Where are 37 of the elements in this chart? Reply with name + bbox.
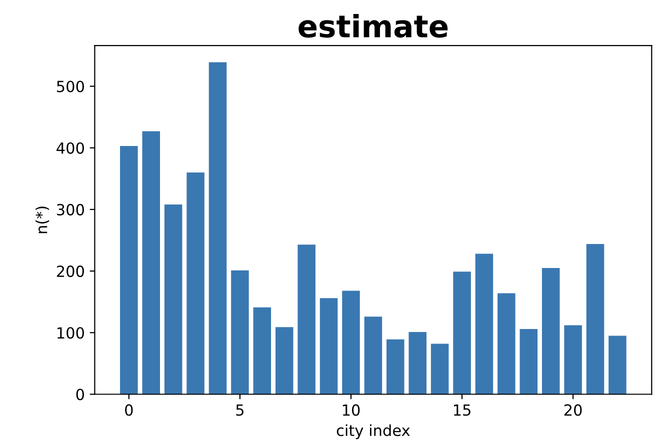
- bar: [475, 254, 494, 394]
- chart-title: estimate: [298, 14, 448, 38]
- bar: [120, 146, 138, 394]
- bar: [186, 172, 204, 394]
- bar: [520, 328, 538, 394]
- bar: [564, 325, 582, 394]
- bar: [142, 131, 160, 394]
- y-tick-label: 100: [58, 327, 84, 339]
- bar: [164, 204, 182, 394]
- bar: [498, 293, 516, 394]
- bar: [542, 268, 560, 394]
- x-tick-label: 5: [236, 404, 244, 416]
- y-axis-title: n(*): [36, 206, 50, 234]
- bar: [608, 336, 626, 394]
- bar: [408, 332, 426, 394]
- bar: [231, 270, 249, 394]
- x-tick-label: 15: [454, 404, 470, 416]
- y-tick-label: 500: [57, 80, 84, 92]
- bar: [320, 298, 338, 394]
- bar: [586, 244, 604, 394]
- bar: [342, 290, 360, 394]
- y-tick-label: 200: [56, 266, 84, 278]
- bar: [364, 316, 382, 394]
- bar: [208, 62, 227, 394]
- bar: [430, 344, 449, 394]
- bar: [298, 244, 316, 394]
- bar: [386, 339, 404, 394]
- x-tick-label: 20: [564, 404, 582, 416]
- bar: [253, 307, 272, 394]
- bar: [275, 327, 294, 394]
- y-tick-label: 300: [56, 204, 84, 216]
- y-tick-label: 400: [56, 142, 84, 154]
- bar: [453, 272, 471, 394]
- x-tick-label: 10: [342, 404, 360, 416]
- y-tick-label: 0: [76, 388, 84, 400]
- x-tick-label: 0: [125, 404, 133, 416]
- x-axis-title: city index: [336, 424, 410, 440]
